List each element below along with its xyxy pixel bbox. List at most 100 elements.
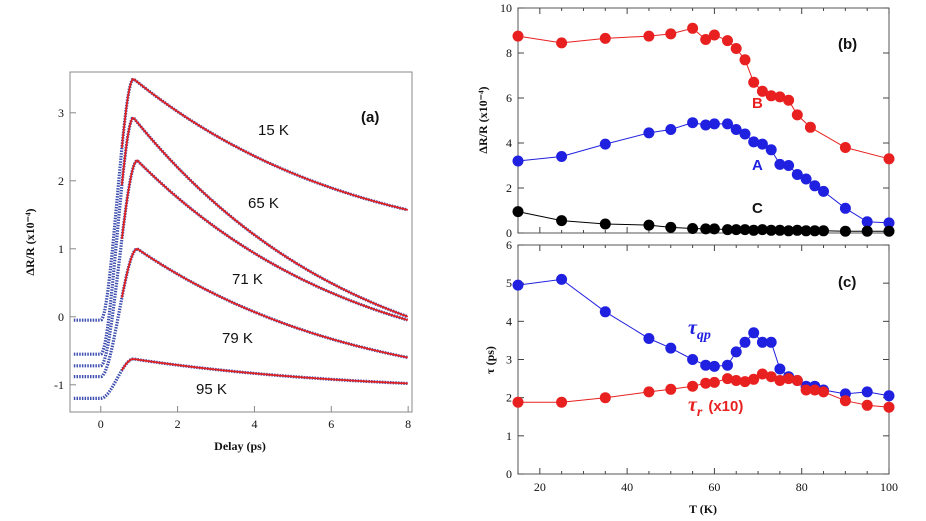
- data-point: [748, 373, 760, 385]
- x-tick-label: 4: [251, 417, 257, 431]
- data-point: [665, 124, 677, 135]
- data-point: [774, 375, 786, 386]
- panel-b-amplitudes: 0 2 4 6 8 10 (b) B A C ΔR/R (x10⁻⁴): [476, 1, 895, 240]
- fit-curve: [121, 358, 408, 385]
- data-point: [556, 396, 568, 408]
- data-point: [783, 373, 795, 385]
- data-point: [687, 354, 699, 365]
- data-point: [556, 151, 568, 162]
- data-point: [700, 377, 712, 389]
- data-point: [687, 117, 699, 129]
- data-point: [748, 327, 760, 339]
- data-point: [599, 138, 611, 150]
- panel-a-curve-labels: 15 K 65 K 71 K 79 K 95 K: [196, 122, 289, 398]
- series-c-label: C: [752, 200, 763, 217]
- data-point: [512, 206, 524, 218]
- data-point: [818, 386, 829, 398]
- data-point: [818, 225, 829, 237]
- data-point: [818, 185, 829, 197]
- y-tick-label: -1: [54, 378, 64, 392]
- series-τr (x10): [512, 368, 895, 413]
- curve-label: 79 K: [222, 330, 253, 347]
- data-point: [556, 273, 568, 285]
- panel-b-y-axis-label: ΔR/R (x10⁻⁴): [476, 86, 490, 153]
- data-point: [883, 225, 895, 237]
- data-point: [599, 392, 611, 404]
- panel-b-tag: (b): [838, 36, 857, 53]
- data-point: [748, 76, 760, 88]
- data-trace: [73, 116, 408, 356]
- data-point: [800, 173, 812, 185]
- data-point: [665, 383, 677, 395]
- x-tick-label: 2: [175, 417, 181, 431]
- data-point: [643, 127, 655, 139]
- data-point: [599, 32, 611, 44]
- data-point: [783, 94, 795, 106]
- y-tick-label: 6: [506, 238, 512, 252]
- curve-label: 65 K: [248, 195, 279, 212]
- y-tick-label: 0: [58, 310, 64, 324]
- data-point: [756, 85, 768, 97]
- data-point: [708, 360, 720, 372]
- x-tick-label: 40: [621, 480, 633, 494]
- data-point: [839, 202, 851, 214]
- data-point: [756, 336, 768, 348]
- data-point: [700, 34, 712, 45]
- trace-71k: [73, 158, 409, 368]
- data-point: [839, 395, 851, 407]
- panel-a-traces: [73, 77, 409, 400]
- data-point: [748, 224, 760, 236]
- y-tick-label: 6: [506, 91, 512, 105]
- data-point: [643, 386, 655, 398]
- panel-c-relaxation-times: 20 40 60 80 100 0 1 2 3 4 5 6 (c) τqp τr (x10) T (K)…: [483, 238, 898, 516]
- data-point: [756, 224, 768, 236]
- y-tick-label: 5: [506, 276, 512, 290]
- data-point: [665, 221, 677, 233]
- x-tick-label: 20: [534, 480, 546, 494]
- data-point: [730, 346, 742, 358]
- data-point: [774, 91, 786, 103]
- panel-c-x-axis-label: T (K): [689, 502, 717, 516]
- y-tick-label: 1: [58, 242, 64, 256]
- series-a-label: A: [752, 157, 763, 174]
- y-tick-label: 10: [500, 1, 512, 15]
- data-point: [512, 279, 524, 291]
- data-point: [774, 224, 786, 236]
- series-A: [512, 117, 895, 229]
- data-point: [765, 144, 777, 156]
- data-point: [700, 119, 712, 131]
- trace-65k: [73, 116, 409, 356]
- data-point: [512, 396, 524, 408]
- data-point: [739, 54, 751, 66]
- data-point: [739, 128, 751, 140]
- data-point: [809, 225, 821, 237]
- x-tick-label: 8: [405, 417, 411, 431]
- panel-a-y-axis-label: ΔR/R (x10⁻⁴): [23, 208, 37, 275]
- data-point: [708, 29, 720, 41]
- data-point: [730, 43, 742, 54]
- fit-curve: [121, 247, 408, 359]
- series-line: [517, 27, 890, 160]
- panel-a-x-axis-label: Delay (ps): [214, 439, 266, 453]
- trace-79k: [73, 246, 408, 379]
- data-point: [722, 359, 733, 371]
- curve-label: 15 K: [258, 122, 289, 139]
- data-point: [748, 136, 760, 148]
- fit-curve: [121, 159, 409, 321]
- data-point: [739, 336, 751, 348]
- data-point: [883, 401, 895, 413]
- data-point: [556, 215, 568, 227]
- data-point: [791, 169, 803, 180]
- panel-c-y-axis-label: τ (ps): [483, 346, 497, 374]
- data-point: [861, 225, 873, 237]
- panel-a-tag: (a): [361, 109, 379, 126]
- data-trace: [73, 357, 408, 400]
- data-point: [665, 28, 677, 40]
- data-point: [839, 225, 851, 237]
- panel-a-delay-traces: 0 2 4 6 8 -1 0 1 2 3 15 K 65 K 71 K 79 K 95 K (a) Del…: [23, 71, 413, 453]
- data-point: [739, 376, 751, 388]
- y-tick-label: 1: [506, 429, 512, 443]
- data-point: [687, 223, 699, 234]
- data-point: [722, 224, 733, 236]
